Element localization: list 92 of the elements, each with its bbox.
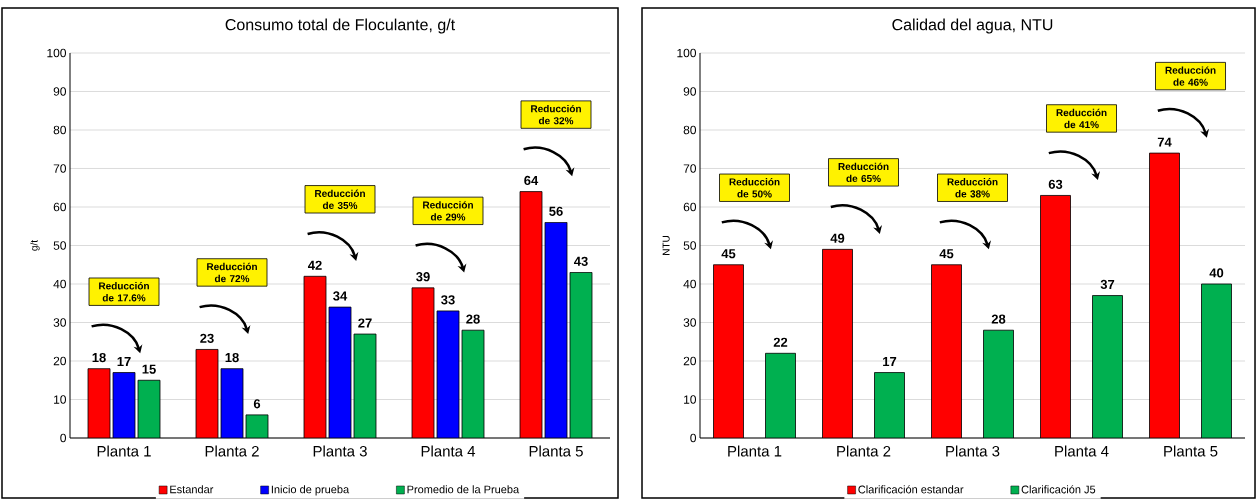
bar (1040, 195, 1071, 438)
y-tick-label: 100 (47, 48, 67, 58)
x-tick-label: Planta 1 (97, 445, 151, 457)
y-tick-label: 60 (683, 202, 697, 212)
y-tick-label: 60 (53, 202, 67, 212)
data-label: 56 (549, 206, 563, 216)
y-tick-label: 80 (53, 125, 67, 135)
data-label: 39 (416, 272, 430, 282)
chart-title: Consumo total de Floculante, g/t (225, 18, 456, 34)
annotation: Reducción de 72% (207, 262, 257, 283)
annotation: Reducción de 50% (729, 178, 780, 198)
y-tick-label: 100 (677, 48, 697, 58)
y-tick-label: 10 (684, 395, 697, 404)
y-tick-label: 40 (53, 279, 67, 289)
bar (412, 287, 434, 438)
y-tick-label: 90 (53, 87, 67, 96)
y-tick-label: 20 (53, 356, 67, 366)
chart-title: Calidad del agua, NTU (892, 18, 1053, 34)
data-label: 63 (1048, 179, 1063, 189)
data-label: 18 (92, 352, 106, 363)
legend-label: Estandar (170, 485, 214, 494)
y-tick-label: 30 (683, 318, 697, 327)
x-tick-label: Planta 5 (1164, 445, 1218, 457)
data-label: 17 (117, 357, 131, 367)
data-label: 37 (1100, 279, 1115, 290)
annotation: Reducción de 38% (947, 178, 998, 198)
data-label: 33 (441, 295, 455, 305)
x-tick-label: Planta 4 (421, 445, 476, 457)
bar (329, 307, 351, 438)
x-tick-label: Planta 2 (205, 445, 259, 457)
data-label: 43 (573, 256, 588, 266)
data-label: 42 (307, 260, 322, 270)
y-axis-title: NTU (662, 235, 670, 255)
data-label: 22 (773, 337, 788, 347)
y-tick-label: 0 (60, 433, 67, 443)
bar (713, 264, 744, 438)
bar (569, 272, 593, 438)
annotation: Reducción de 32% (531, 104, 581, 125)
data-label: 6 (253, 399, 261, 409)
y-tick-label: 90 (683, 87, 697, 96)
data-label: 49 (830, 233, 845, 243)
data-label: 27 (358, 318, 372, 328)
data-label: 28 (466, 314, 480, 324)
bar (1201, 283, 1232, 438)
data-label: 74 (1157, 137, 1172, 147)
data-label: 34 (333, 291, 348, 301)
bar (931, 264, 962, 438)
annotation: Reducción de 65% (838, 162, 889, 183)
x-tick-label: Planta 1 (728, 445, 782, 457)
y-tick-label: 0 (690, 433, 697, 443)
data-label: 17 (883, 357, 897, 367)
bar (304, 276, 326, 438)
y-tick-label: 70 (683, 164, 697, 173)
annotation: Reducción de 29% (423, 201, 473, 221)
x-tick-label: Planta 3 (946, 445, 1000, 457)
bar (544, 222, 568, 438)
bar (874, 372, 905, 438)
y-tick-label: 20 (683, 356, 697, 366)
bar (983, 330, 1014, 438)
legend-label: Promedio de la Prueba (407, 485, 520, 494)
y-tick-label: 40 (683, 279, 697, 289)
bar (1092, 295, 1123, 438)
legend-label: Clarificación J5 (1021, 485, 1096, 494)
data-label: 64 (524, 175, 539, 186)
data-label: 15 (142, 364, 156, 374)
x-tick-label: Planta 4 (1055, 445, 1109, 457)
y-tick-label: 50 (53, 241, 67, 250)
legend-label: Clarificación estandar (858, 485, 964, 494)
y-tick-label: 30 (53, 318, 67, 327)
y-tick-label: 10 (54, 395, 67, 404)
annotation: Reducción de 41% (1056, 108, 1107, 129)
annotation: Reducción de 46% (1165, 66, 1216, 86)
y-tick-label: 50 (683, 241, 697, 250)
y-tick-label: 70 (53, 164, 67, 173)
data-label: 45 (721, 249, 736, 259)
bar (519, 191, 543, 438)
annotation: Reducción de 17.6% (99, 281, 149, 302)
data-label: 45 (939, 249, 954, 259)
x-tick-label: Planta 5 (529, 445, 583, 457)
bar (822, 249, 853, 438)
bar (765, 353, 796, 438)
annotation: Reducción de 35% (315, 189, 365, 210)
legend-label: Inicio de prueba (271, 485, 350, 496)
x-tick-label: Planta 2 (837, 445, 891, 457)
data-label: 40 (1209, 268, 1224, 278)
data-label: 28 (991, 314, 1006, 324)
data-label: 23 (200, 333, 214, 343)
bar (1149, 152, 1180, 438)
y-tick-label: 80 (683, 125, 697, 135)
y-axis-title: g/t (30, 240, 40, 251)
data-label: 18 (225, 352, 239, 363)
x-tick-label: Planta 3 (313, 445, 367, 457)
